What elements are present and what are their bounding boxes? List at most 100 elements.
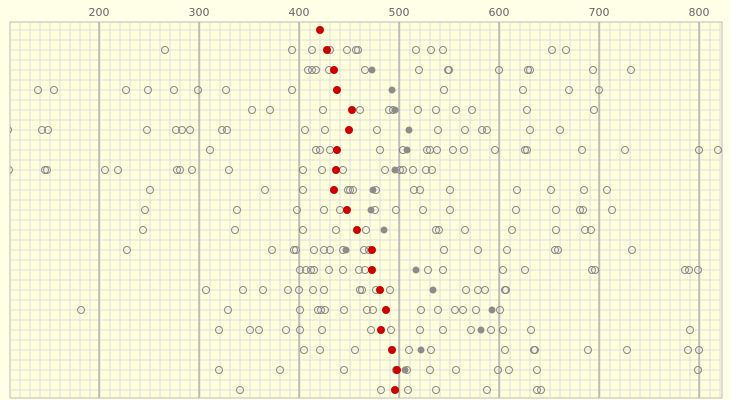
point xyxy=(503,246,511,254)
point xyxy=(302,266,310,274)
x-tick-label: 200 xyxy=(89,6,110,19)
point xyxy=(173,166,181,174)
point xyxy=(326,246,334,254)
point xyxy=(206,146,214,154)
point xyxy=(316,146,324,154)
point xyxy=(499,326,507,334)
point xyxy=(293,206,301,214)
point xyxy=(299,226,307,234)
mean-dot xyxy=(348,106,356,114)
point xyxy=(295,286,303,294)
point xyxy=(439,326,447,334)
minor-grid xyxy=(10,22,722,398)
point xyxy=(628,246,636,254)
point xyxy=(416,186,424,194)
point xyxy=(462,286,470,294)
point xyxy=(481,286,489,294)
point xyxy=(414,106,422,114)
point xyxy=(505,366,513,374)
point xyxy=(714,146,722,154)
point xyxy=(684,346,692,354)
point xyxy=(343,46,351,54)
point xyxy=(524,66,532,74)
point xyxy=(422,166,430,174)
point xyxy=(296,306,304,314)
x-tick-label: 600 xyxy=(489,6,510,19)
point xyxy=(312,146,320,154)
point xyxy=(290,246,298,254)
median-dot xyxy=(429,286,437,294)
mean-dot xyxy=(368,266,376,274)
median-dot xyxy=(391,106,399,114)
mean-dot xyxy=(316,26,324,34)
point xyxy=(433,146,441,154)
point xyxy=(428,166,436,174)
point xyxy=(588,266,596,274)
point xyxy=(288,86,296,94)
point xyxy=(178,126,186,134)
point xyxy=(434,306,442,314)
point xyxy=(222,86,230,94)
point xyxy=(533,366,541,374)
point xyxy=(146,186,154,194)
point xyxy=(424,266,432,274)
point xyxy=(556,126,564,134)
mean-dot xyxy=(377,326,385,334)
point xyxy=(312,66,320,74)
point xyxy=(460,146,468,154)
point xyxy=(399,166,407,174)
point xyxy=(533,386,541,394)
point xyxy=(537,386,545,394)
mean-dot xyxy=(376,286,384,294)
point xyxy=(427,346,435,354)
point xyxy=(308,66,316,74)
point xyxy=(576,206,584,214)
point xyxy=(501,346,509,354)
point xyxy=(451,306,459,314)
mean-dot xyxy=(345,126,353,134)
median-dot xyxy=(401,366,409,374)
median-dot xyxy=(369,186,377,194)
point xyxy=(589,66,597,74)
point xyxy=(77,306,85,314)
point xyxy=(499,266,507,274)
point xyxy=(526,66,534,74)
point xyxy=(432,386,440,394)
mean-dot xyxy=(333,146,341,154)
point xyxy=(521,146,529,154)
point xyxy=(299,166,307,174)
point xyxy=(446,206,454,214)
point xyxy=(435,226,443,234)
point xyxy=(339,266,347,274)
point xyxy=(685,266,693,274)
point xyxy=(452,366,460,374)
point xyxy=(427,46,435,54)
point xyxy=(387,326,395,334)
point xyxy=(321,306,329,314)
point xyxy=(603,186,611,194)
point xyxy=(349,186,357,194)
point xyxy=(595,86,603,94)
point xyxy=(580,186,588,194)
median-dot xyxy=(477,326,485,334)
point xyxy=(356,106,364,114)
mean-dot xyxy=(323,46,331,54)
point xyxy=(695,146,703,154)
point xyxy=(552,226,560,234)
point xyxy=(386,286,394,294)
mean-dot xyxy=(330,66,338,74)
point xyxy=(123,246,131,254)
point xyxy=(686,326,694,334)
point xyxy=(547,186,555,194)
x-tick-label: 500 xyxy=(389,6,410,19)
point xyxy=(233,206,241,214)
point xyxy=(318,326,326,334)
point xyxy=(478,126,486,134)
median-dot xyxy=(405,126,413,134)
mean-dot xyxy=(391,386,399,394)
point xyxy=(321,126,329,134)
point xyxy=(446,186,454,194)
point xyxy=(445,66,453,74)
point xyxy=(523,106,531,114)
point xyxy=(296,326,304,334)
